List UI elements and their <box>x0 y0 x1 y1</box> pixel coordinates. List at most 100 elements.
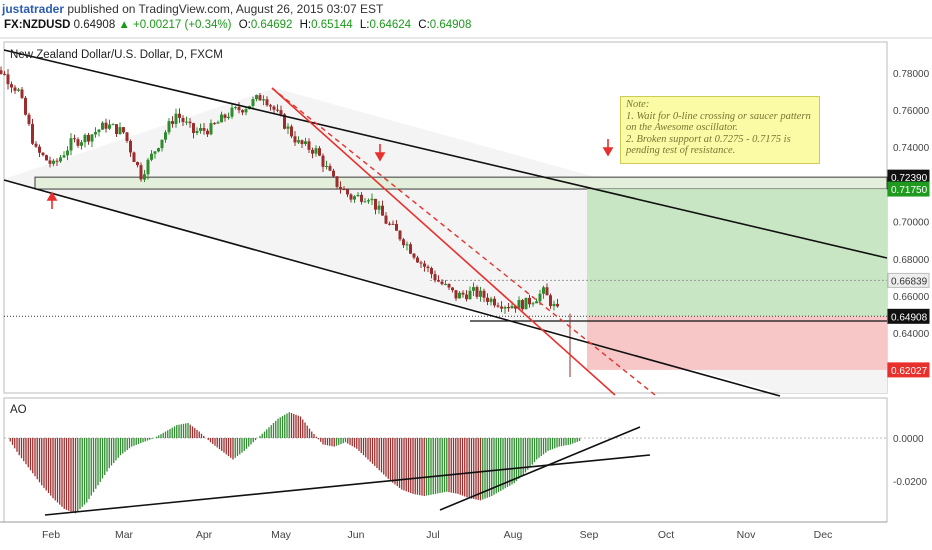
candle-body <box>531 303 535 305</box>
candle-body <box>363 201 367 203</box>
candle-body <box>41 152 45 156</box>
candle-body <box>132 152 136 163</box>
symbol-name[interactable]: FX:NZDUSD <box>4 19 71 31</box>
candle-body <box>6 74 10 85</box>
candle-body <box>545 287 549 296</box>
candle-body <box>195 130 199 133</box>
candle-body <box>279 110 283 115</box>
candle-body <box>398 230 402 240</box>
price-label-highlight: 0.66839 <box>891 276 928 287</box>
candle-body <box>286 126 290 129</box>
low-label: L: <box>359 19 370 31</box>
candle-body <box>426 266 430 269</box>
candle-body <box>160 139 164 149</box>
candle-body <box>472 287 475 291</box>
note-title: Note: <box>626 99 650 110</box>
y-tick-label: 0.68000 <box>893 255 930 266</box>
candle-body <box>412 253 416 258</box>
candle-body <box>45 155 48 161</box>
candle-body <box>101 122 104 130</box>
arrow-up-icon <box>46 191 58 209</box>
candle-body <box>542 287 545 294</box>
candle-body <box>55 160 59 162</box>
x-tick-label: Mar <box>115 529 134 541</box>
candle-body <box>356 194 360 197</box>
candle-body <box>423 263 426 267</box>
candle-body <box>416 257 419 263</box>
candle-body <box>517 300 521 309</box>
candle-body <box>493 298 496 306</box>
candle-body <box>111 124 115 126</box>
candle-body <box>104 122 108 129</box>
candle-body <box>164 132 167 140</box>
price-label-highlight: 0.62027 <box>891 366 928 377</box>
price-label-highlight: 0.64908 <box>891 312 928 323</box>
candle-body <box>465 294 468 300</box>
candle-body <box>419 262 423 264</box>
candle-body <box>167 121 171 133</box>
candle-body <box>171 121 174 124</box>
candle-body <box>475 287 479 297</box>
candle-body <box>496 305 500 307</box>
x-tick-label: Aug <box>504 529 523 541</box>
candle-body <box>227 116 230 118</box>
x-tick-label: Nov <box>737 529 756 541</box>
candle-body <box>129 141 132 153</box>
candle-body <box>216 122 220 124</box>
candle-body <box>0 70 3 74</box>
ao-pane <box>3 397 888 523</box>
candle-body <box>318 148 321 156</box>
price-label-bg <box>887 272 930 288</box>
candle-body <box>192 123 195 133</box>
candle-body <box>276 109 279 111</box>
candle-body <box>311 149 314 154</box>
candle-body <box>143 174 146 180</box>
candle-body <box>97 129 101 133</box>
candle-body <box>384 215 388 224</box>
candle-body <box>181 117 185 123</box>
candle-body <box>538 293 542 302</box>
arrow-down-icon <box>374 144 386 162</box>
price-change: ▲ +0.00217 (+0.34%) <box>118 19 232 31</box>
symbol-info-bar: FX:NZDUSD 0.64908 ▲ +0.00217 (+0.34%) O:… <box>4 19 471 35</box>
stop-zone <box>587 316 887 370</box>
candle-body <box>69 138 73 151</box>
high-label: H: <box>299 19 312 31</box>
candle-body <box>395 224 398 231</box>
candle-body <box>87 134 90 142</box>
candle-body <box>405 244 409 246</box>
support-resistance-zone <box>34 176 888 190</box>
candle-body <box>353 196 356 200</box>
candle-body <box>223 114 227 118</box>
candle-body <box>258 95 262 101</box>
candle-body <box>230 107 234 117</box>
candle-body <box>269 105 272 107</box>
x-tick-label: Oct <box>658 529 674 541</box>
x-tick-label: Dec <box>814 529 833 541</box>
author-link[interactable]: justatrader <box>2 2 65 16</box>
y-tick-label: 0.76000 <box>893 106 930 117</box>
candle-body <box>255 95 258 100</box>
candle-body <box>185 121 188 123</box>
candle-body <box>73 138 76 140</box>
candle-body <box>202 128 206 131</box>
candle-body <box>94 132 97 135</box>
note-box: Note: 1. Wait for 0-line crossing or sau… <box>620 96 820 164</box>
candle-body <box>388 223 391 225</box>
candle-body <box>409 244 412 254</box>
candle-body <box>332 170 335 177</box>
candle-body <box>307 141 311 150</box>
red-dashed-trendline <box>271 87 656 396</box>
candle-body <box>552 303 556 307</box>
candle-body <box>178 113 181 118</box>
note-line-2: 2. Broken support at 0.7275 - 0.7175 is … <box>626 133 794 157</box>
candle-body <box>486 297 489 302</box>
candle-body <box>377 205 381 210</box>
candle-body <box>157 148 160 152</box>
candle-body <box>321 155 325 167</box>
candle-body <box>549 295 552 307</box>
candle-body <box>514 306 517 309</box>
candle-body <box>206 130 209 135</box>
candle-body <box>521 300 524 310</box>
